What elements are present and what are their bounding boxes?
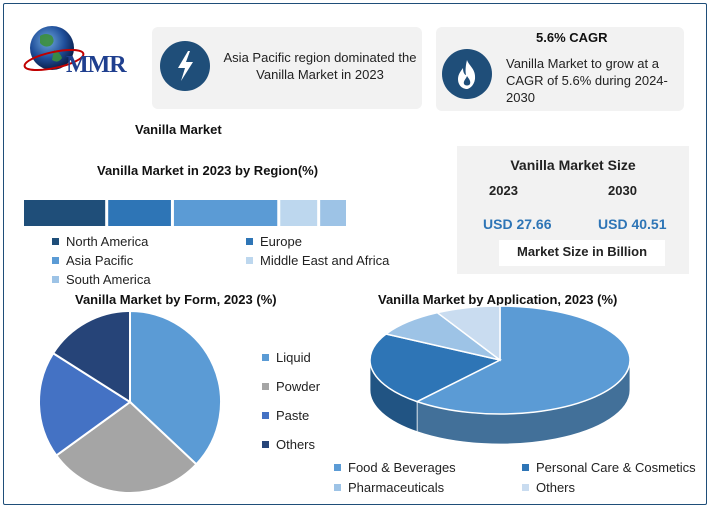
legend-swatch [52,257,59,264]
legend-label: Paste [276,408,310,423]
region-bar-middle-east-and-africa [280,200,318,226]
region-legend-south-america: South America [52,272,151,288]
cagr-heading: 5.6% CAGR [536,30,608,45]
application-slice-personal-care-cosmetics [369,333,503,403]
region-chart-title: Vanilla Market in 2023 by Region(%) [97,163,319,178]
cagr-info-card: 5.6% CAGR Vanilla Market to grow at a CA… [436,27,684,111]
market-size-title: Vanilla Market Size [510,157,636,173]
market-size-box: Vanilla Market Size 2023 2030 USD 27.66 … [457,146,689,274]
legend-label: Pharmaceuticals [348,480,445,495]
legend-label: Others [536,480,576,495]
region-legend-europe: Europe [246,234,302,250]
region-bar-asia-pacific [173,200,278,226]
legend-label: Powder [276,379,321,394]
application-chart-title: Vanilla Market by Application, 2023 (%) [378,292,618,307]
market-title: Vanilla Market [135,122,222,137]
lightning-icon [160,41,210,91]
legend-swatch [334,464,341,471]
region-bar-europe [108,200,171,226]
form-pie-chart [38,309,222,494]
legend-swatch [334,484,341,491]
logo: MMR [16,16,146,86]
legend-label: Others [276,437,316,452]
region-legend-north-america: North America [52,234,148,250]
application-legend-pharmaceuticals: Pharmaceuticals [334,480,444,495]
globe-icon [23,26,85,72]
legend-swatch [522,464,529,471]
market-size-year-2023: 2023 [489,183,518,198]
legend-swatch [246,238,253,245]
legend-label: North America [66,234,149,249]
legend-label: Food & Beverages [348,460,456,475]
legend-label: Middle East and Africa [260,253,390,268]
form-slice-powder [54,400,198,494]
form-legend-liquid: Liquid [262,350,311,366]
application-legend-others: Others [522,480,575,495]
fire-icon [442,49,492,99]
market-size-year-2030: 2030 [608,183,637,198]
form-legend-others: Others [262,437,315,453]
legend-label: Personal Care & Cosmetics [536,460,696,475]
legend-swatch [522,484,529,491]
legend-swatch [52,276,59,283]
legend-swatch [262,383,269,390]
legend-swatch [262,412,269,419]
application-pie-chart [369,305,631,445]
region-bar-north-america [24,200,106,226]
legend-swatch [52,238,59,245]
form-slice-liquid [129,309,222,466]
form-slice-others [51,309,131,404]
cagr-info-text: Vanilla Market to grow at a CAGR of 5.6%… [506,56,668,105]
application-slice-others [435,305,501,362]
form-legend-paste: Paste [262,408,309,424]
legend-label: Europe [260,234,302,249]
region-info-text: Asia Pacific region dominated the Vanill… [223,50,417,82]
market-size-value-2030: USD 40.51 [598,216,667,232]
infographic-frame: MMR Asia Pacific region dominated the Va… [3,3,707,505]
form-slice-paste [38,351,132,457]
market-size-note: Market Size in Billion [499,240,665,266]
legend-label: Asia Pacific [66,253,134,268]
logo-text: MMR [66,52,127,78]
application-slice-food-beverages [415,305,631,415]
application-legend-personal-care-cosmetics: Personal Care & Cosmetics [522,460,696,475]
legend-swatch [262,441,269,448]
region-stacked-bar [24,200,346,226]
legend-label: Liquid [276,350,311,365]
region-legend-asia-pacific: Asia Pacific [52,253,133,269]
form-legend-powder: Powder [262,379,320,395]
region-bar-south-america [320,200,346,226]
form-chart-title: Vanilla Market by Form, 2023 (%) [75,292,277,307]
market-size-value-2023: USD 27.66 [483,216,552,232]
legend-label: South America [66,272,151,287]
legend-swatch [262,354,269,361]
region-legend-middle-east-and-africa: Middle East and Africa [246,253,389,269]
legend-swatch [246,257,253,264]
region-info-card: Asia Pacific region dominated the Vanill… [152,27,422,109]
application-legend-food-beverages: Food & Beverages [334,460,456,475]
